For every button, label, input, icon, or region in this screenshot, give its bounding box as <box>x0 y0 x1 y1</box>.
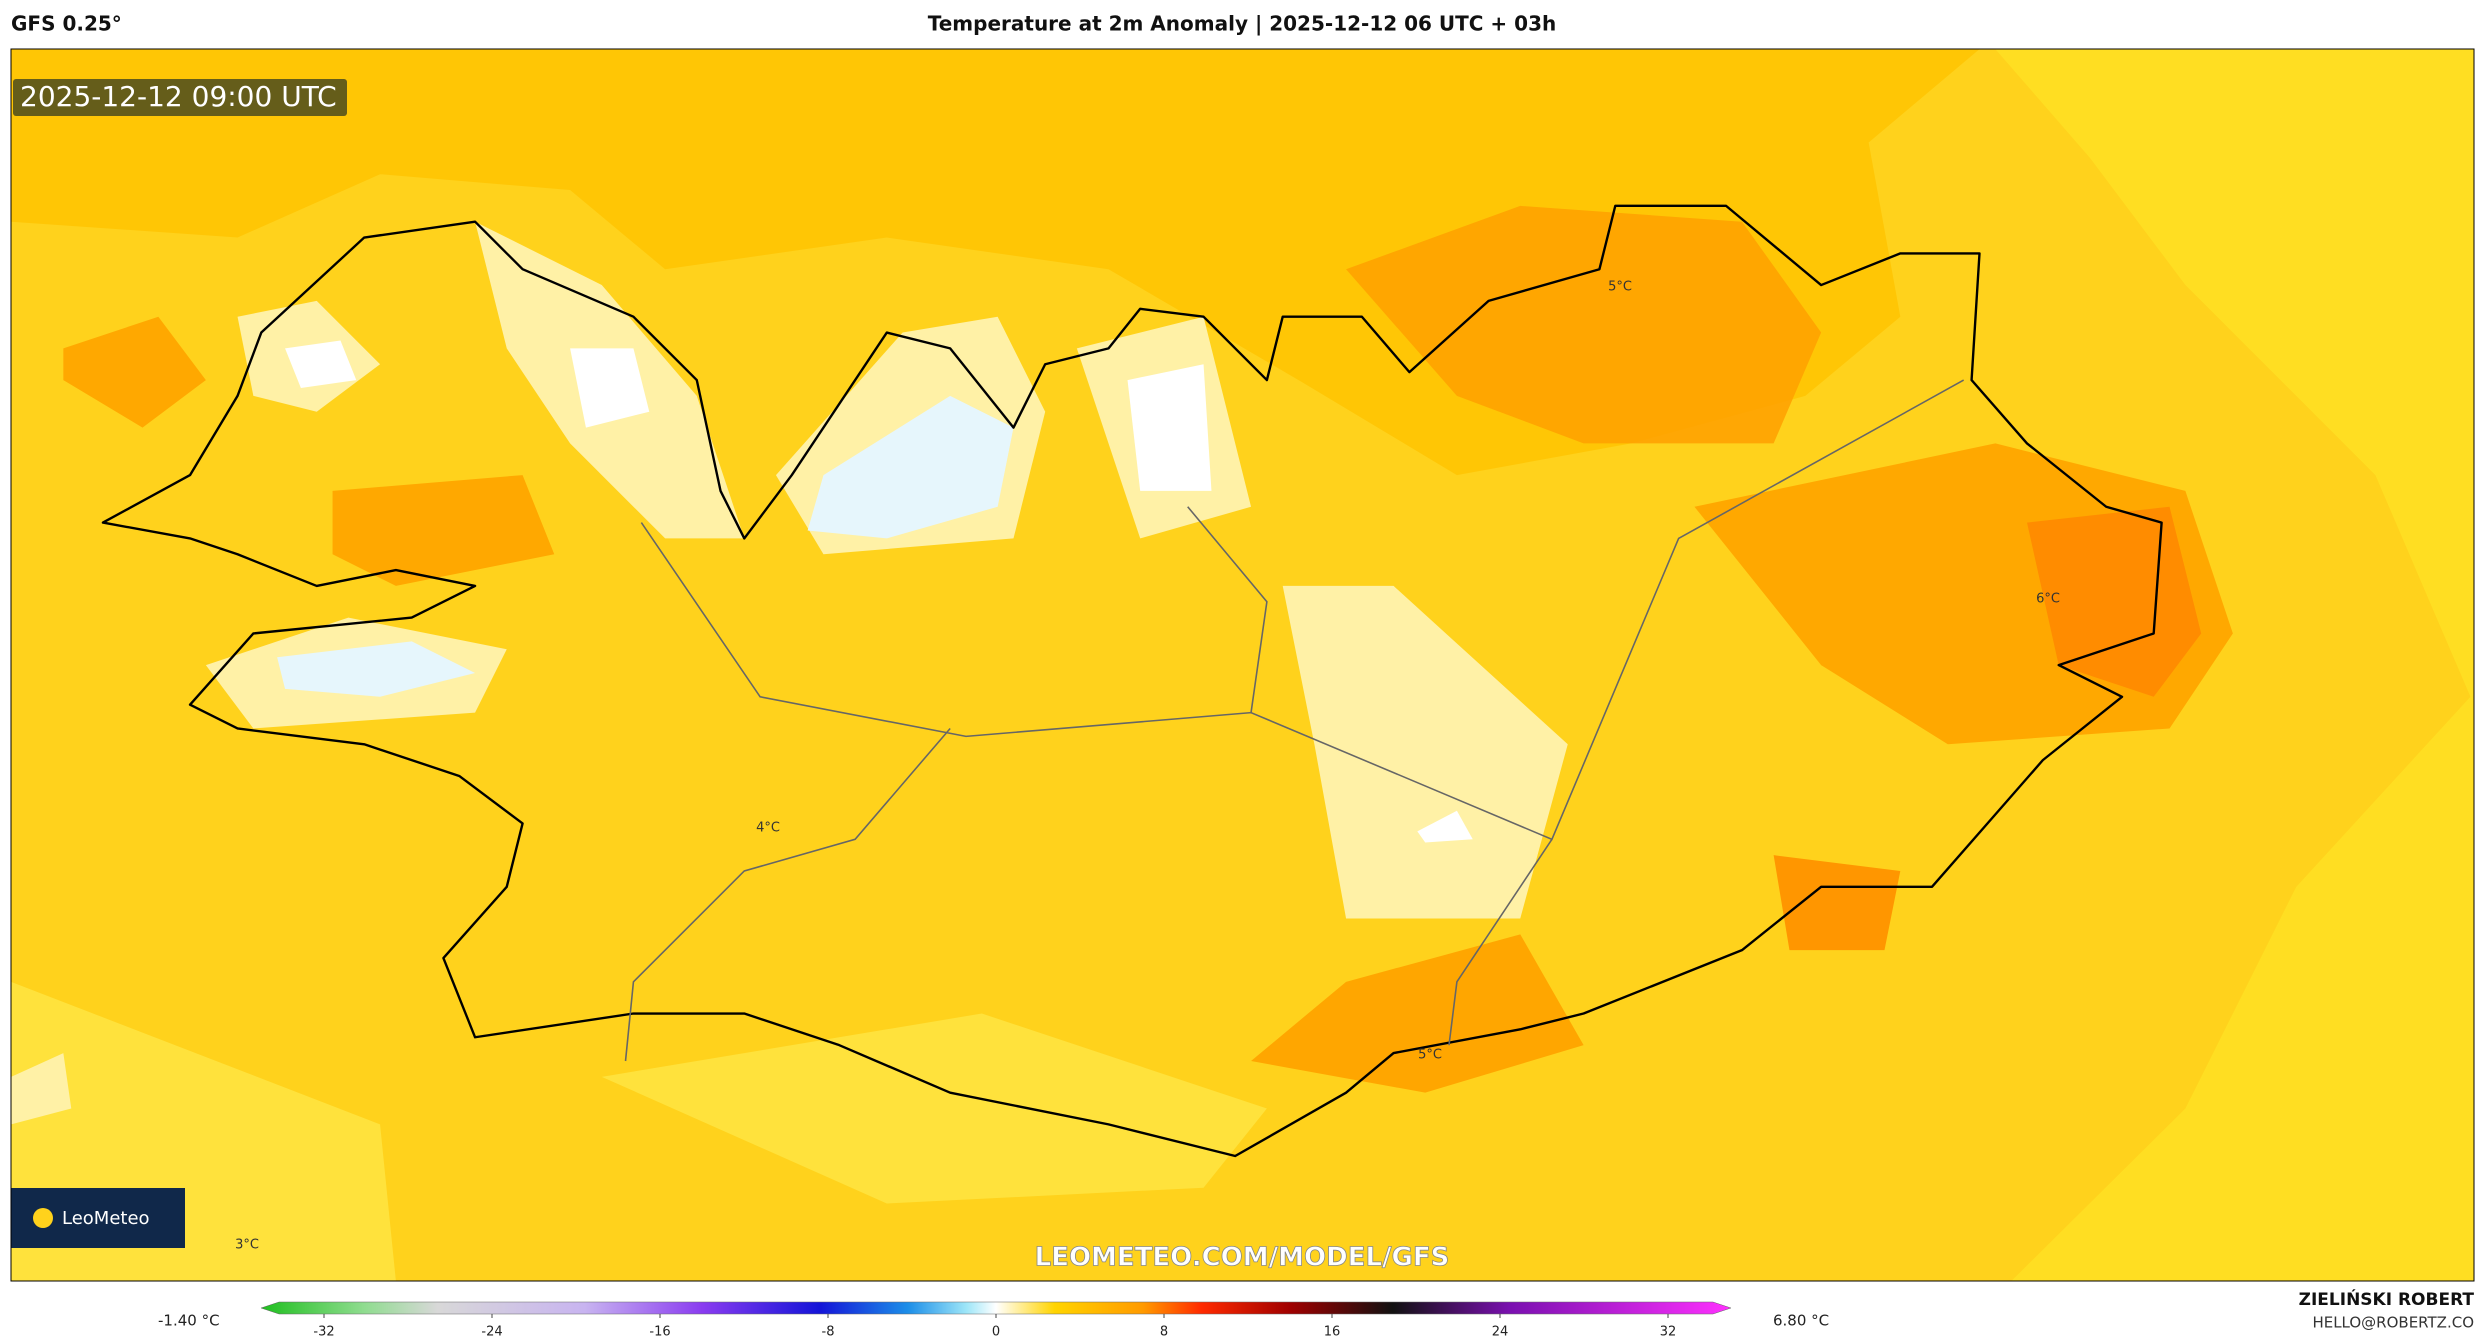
temperature-fields <box>11 49 2474 1281</box>
contour-label: 6°C <box>2036 592 2060 607</box>
field-white <box>570 348 650 428</box>
field-red-orange <box>2027 506 2202 697</box>
field-ice <box>277 641 476 697</box>
contour-label: 5°C <box>1608 280 1632 295</box>
map-frame <box>10 48 2475 1282</box>
logo: LeoMeteo <box>62 1208 150 1229</box>
colorbar-tick-label: -16 <box>649 1325 670 1338</box>
field-pale <box>11 1053 72 1125</box>
field-white <box>285 340 357 388</box>
logo-sun <box>33 1208 53 1228</box>
colorbar-tick-label: 24 <box>1492 1325 1509 1338</box>
colorbar-tick-label: 8 <box>1160 1325 1168 1338</box>
field-white <box>1417 810 1473 843</box>
colorbar: -32 -24 -16 -8 0 8 16 24 32 <box>260 1301 1732 1338</box>
field-yellow <box>1995 49 2474 1281</box>
watermark: LEOMETEO.COM/MODEL/GFS <box>1035 1243 1450 1273</box>
field-pale <box>1282 585 1568 919</box>
field-dark-orange <box>332 475 555 586</box>
map: 2025-12-12 09:00 UTC 5°C 6°C 4°C 5°C 3°C… <box>11 49 2474 1281</box>
author: ZIELIŃSKI ROBERT <box>2299 1288 2475 1310</box>
timestamp: 2025-12-12 09:00 UTC <box>20 80 337 113</box>
field-dark-orange <box>63 316 206 428</box>
field-dark-orange <box>1251 934 1584 1093</box>
colorbar-tick-label: 32 <box>1660 1325 1677 1338</box>
coastline <box>101 204 2163 1158</box>
colorbar-min: -1.40 °C <box>158 1312 220 1330</box>
contour-label: 3°C <box>235 1238 259 1253</box>
model-name: GFS 0.25° <box>11 12 122 36</box>
field-white <box>1127 364 1212 491</box>
colorbar-tick-label: -32 <box>313 1325 334 1338</box>
field-ice <box>807 395 1014 539</box>
field-red-orange <box>1773 855 1901 951</box>
colorbar-scale <box>260 1301 1732 1315</box>
contour-label: 4°C <box>756 821 780 836</box>
map-title: Temperature at 2m Anomaly | 2025-12-12 0… <box>928 12 1556 36</box>
contour-label: 5°C <box>1418 1048 1442 1063</box>
field-yellow <box>601 1013 1267 1204</box>
email: HELLO@ROBERTZ.CO <box>2312 1314 2474 1332</box>
colorbar-tick-label: -8 <box>822 1325 835 1338</box>
colorbar-tick-label: -24 <box>481 1325 502 1338</box>
timestamp-box <box>13 79 347 116</box>
colorbar-max: 6.80 °C <box>1773 1312 1829 1330</box>
boundaries <box>624 379 1965 1062</box>
field-dark-orange <box>1346 205 1822 444</box>
colorbar-tick-label: 16 <box>1324 1325 1341 1338</box>
colorbar-tick-label: 0 <box>992 1325 1000 1338</box>
